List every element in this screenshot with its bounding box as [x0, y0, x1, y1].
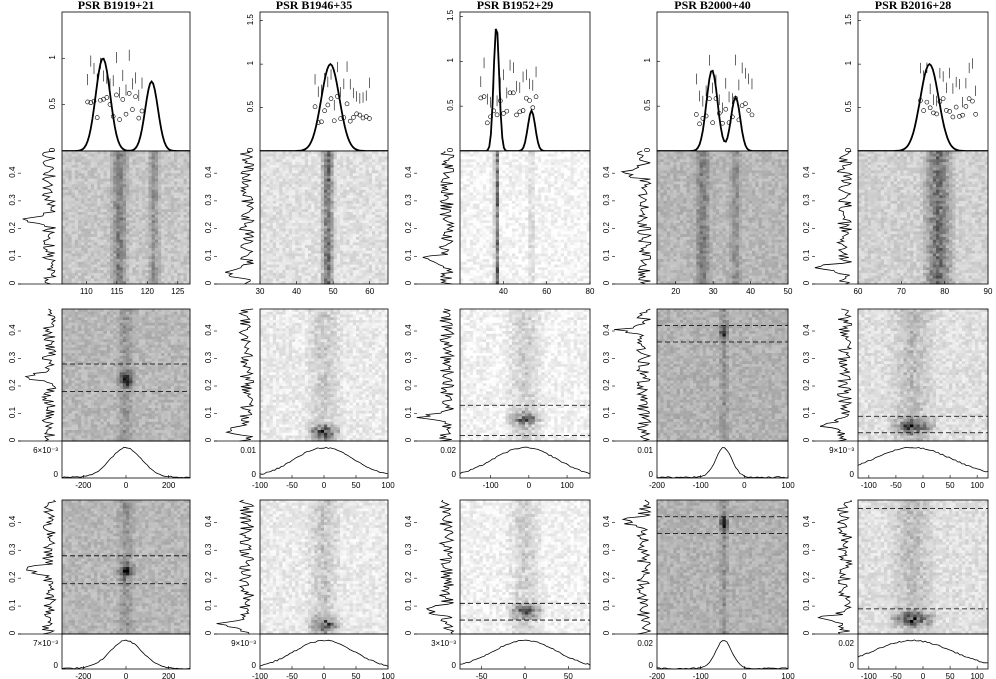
- 2dfs-x-tick: -200: [75, 481, 92, 490]
- lrfs-side-spectrum: [23, 151, 56, 284]
- modulation-point: [127, 91, 131, 95]
- bottom-scale-label: 6×10⁻³: [33, 446, 58, 455]
- profile-frame: [62, 12, 190, 151]
- bottom-zero-label: 0: [54, 470, 59, 479]
- pulsar-title: PSR B1919+21: [78, 0, 155, 12]
- 2dfs-x-tick: 200: [162, 481, 176, 490]
- 2dfs-y-tick: 0: [8, 437, 17, 442]
- lrfs-x-tick: 120: [141, 287, 155, 296]
- 2dfs-heatmap: [62, 309, 191, 442]
- modulation-point: [140, 109, 144, 113]
- lrfs-x-tick: 115: [110, 287, 123, 296]
- lrfs-y-tick: 0.1: [8, 249, 17, 261]
- lrfs-y-tick: 0.3: [8, 194, 17, 206]
- modulation-point: [114, 93, 118, 97]
- pulsar-title: PSR B1946+35: [276, 0, 353, 12]
- 2dfs-x-tick: 0: [124, 481, 129, 490]
- modulation-point: [137, 116, 141, 120]
- profile-y-tick: 0.5: [48, 98, 57, 110]
- panel-frame: [62, 441, 190, 478]
- modulation-point: [130, 108, 134, 112]
- profile-curve: [62, 59, 190, 151]
- lrfs-x-tick: 125: [171, 287, 185, 296]
- modulation-point: [95, 116, 99, 120]
- pulsar-title: PSR B2000+40: [674, 0, 751, 12]
- 2dfs-y-tick: 0.4: [8, 324, 17, 336]
- 2dfs-bottom-profile: [62, 447, 190, 478]
- 2dfs-side-spectrum: [26, 309, 56, 441]
- lrfs-y-tick: 0.4: [8, 166, 17, 178]
- modulation-point: [121, 97, 125, 101]
- lrfs-y-tick: 0.2: [8, 221, 17, 233]
- modulation-point: [105, 95, 109, 99]
- 2dfs-y-tick: 0.2: [8, 379, 17, 391]
- 2dfs-y-tick: 0.3: [8, 351, 17, 363]
- modulation-point: [118, 118, 122, 122]
- modulation-point: [134, 95, 138, 99]
- 2dfs-y-tick: 0.1: [8, 406, 17, 418]
- pulsar-title: PSR B1952+29: [477, 0, 554, 12]
- 2dfs2-heatmap: [62, 500, 191, 635]
- lrfs-y-tick: 0: [8, 280, 17, 285]
- profile-y-tick: 1: [48, 55, 57, 60]
- lrfs-x-tick: 110: [80, 287, 93, 296]
- modulation-point: [124, 112, 128, 116]
- pulsar-title: PSR B2016+28: [875, 0, 952, 12]
- lrfs-heatmap: [62, 151, 191, 285]
